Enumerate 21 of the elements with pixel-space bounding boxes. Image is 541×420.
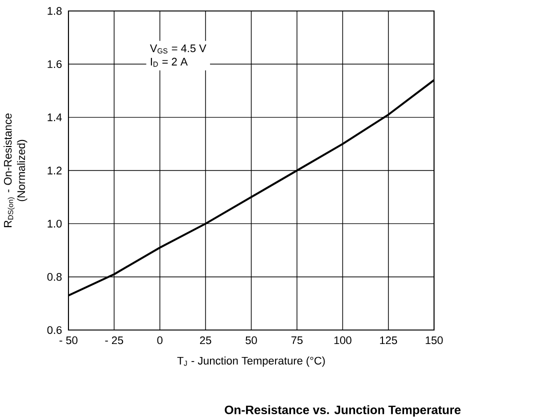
annotation: I$_{D}$ = 2 A [150,58,188,67]
y-tick-label: 1.8 [48,6,62,15]
annotation: V$_{GS}$ = 4.5 V [150,44,206,54]
x-tick-label: 0 [157,336,162,344]
x-tick-label: 50 [246,336,257,344]
y-tick-label: 1.0 [48,220,62,228]
y-tick-label: 0.8 [47,272,62,281]
y-axis-title: R$_{DS(on)}$ - On-Resistance (Normalized) [4,113,28,227]
y-tick-label: 0.6 [47,326,62,334]
x-tick-label: 150 [426,336,443,344]
y-tick-label: 1.6 [48,60,62,68]
x-tick-label: - 25 [105,336,124,344]
x-tick-label: - 50 [60,336,78,344]
y-tick-label: 1.4 [48,113,62,121]
y-tick-label: 1.2 [48,166,62,174]
x-tick-label: 25 [200,336,212,344]
x-tick-label: 125 [380,336,398,344]
text: On-Resistance vs. Junction Temperature [224,405,461,416]
x-axis-title: T$_{J}$ - Junction Temperature (°C) [177,356,325,367]
x-tick-label: 100 [334,336,352,344]
x-tick-label: 75 [291,336,303,344]
